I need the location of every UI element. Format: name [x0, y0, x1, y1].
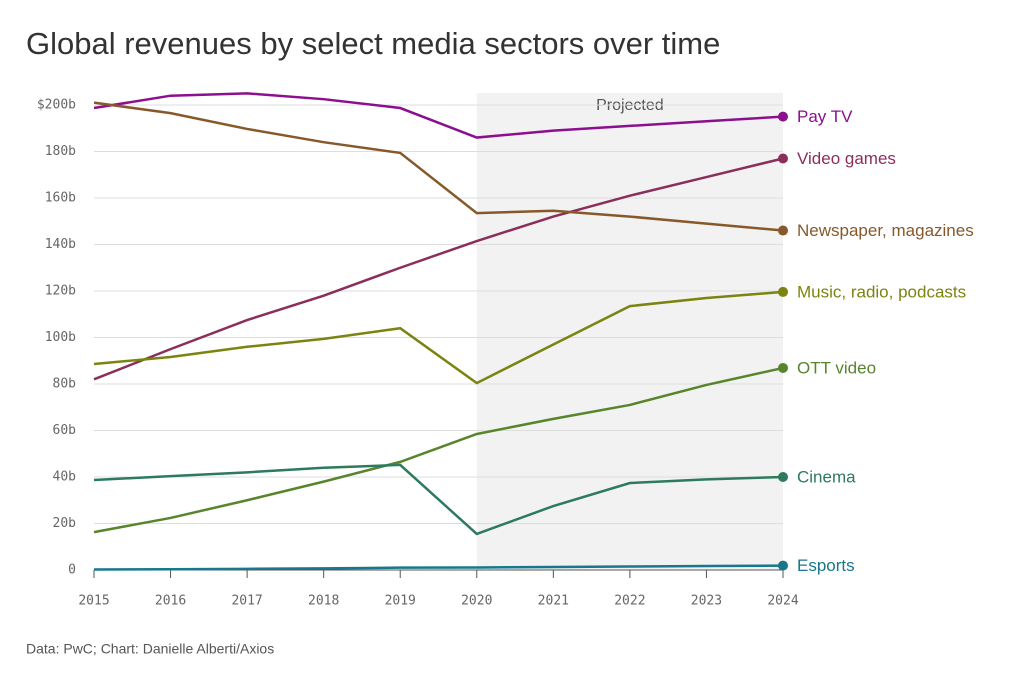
- series-line: [93, 157, 784, 381]
- series-label: Music, radio, podcasts: [797, 282, 966, 301]
- end-dot: [778, 560, 788, 571]
- y-tick-label: 180b: [45, 144, 76, 159]
- y-tick-label: 60b: [53, 423, 77, 438]
- source: Data: PwC; Chart: Danielle Alberti/Axios: [26, 641, 274, 657]
- series-label: Video games: [797, 149, 896, 168]
- series-label: Pay TV: [797, 107, 853, 126]
- y-tick-label: 40b: [53, 470, 77, 485]
- x-tick-label: 2023: [691, 594, 722, 609]
- end-dot: [778, 225, 788, 236]
- end-dot: [778, 111, 788, 122]
- series-label: Cinema: [797, 467, 856, 486]
- projected-label: Projected: [596, 97, 664, 114]
- projected-region: [476, 93, 783, 570]
- y-tick-label: 140b: [45, 237, 76, 252]
- series-label: Newspaper, magazines: [797, 221, 974, 240]
- y-tick-label: 80b: [53, 377, 77, 392]
- y-tick-label: 0: [68, 563, 76, 578]
- x-tick-label: 2017: [231, 594, 262, 609]
- series-line: [93, 463, 784, 536]
- series-line: [93, 366, 784, 534]
- y-tick-label: $200b: [37, 98, 76, 113]
- series-line: [93, 101, 784, 232]
- y-tick-label: 100b: [45, 330, 76, 345]
- end-dot: [778, 362, 788, 373]
- x-tick-label: 2015: [78, 594, 109, 609]
- x-tick-label: 2019: [385, 594, 416, 609]
- x-tick-label: 2022: [614, 594, 645, 609]
- series-line: [93, 92, 784, 139]
- end-dot: [778, 153, 788, 164]
- end-dot: [778, 472, 788, 482]
- series-line: [93, 564, 784, 571]
- y-tick-label: 120b: [45, 284, 76, 299]
- end-dot: [778, 286, 788, 297]
- x-tick-label: 2018: [308, 594, 339, 609]
- series-label: Esports: [797, 556, 855, 575]
- y-tick-label: 20b: [53, 516, 77, 531]
- chart-title: Global revenues by select media sectors …: [26, 26, 720, 61]
- series-label: OTT video: [797, 358, 876, 377]
- x-tick-label: 2021: [538, 594, 569, 609]
- y-tick-label: 160b: [45, 191, 76, 206]
- x-tick-label: 2016: [155, 594, 186, 609]
- series-line: [93, 290, 784, 385]
- x-tick-label: 2020: [461, 594, 492, 609]
- x-tick-label: 2024: [767, 594, 798, 609]
